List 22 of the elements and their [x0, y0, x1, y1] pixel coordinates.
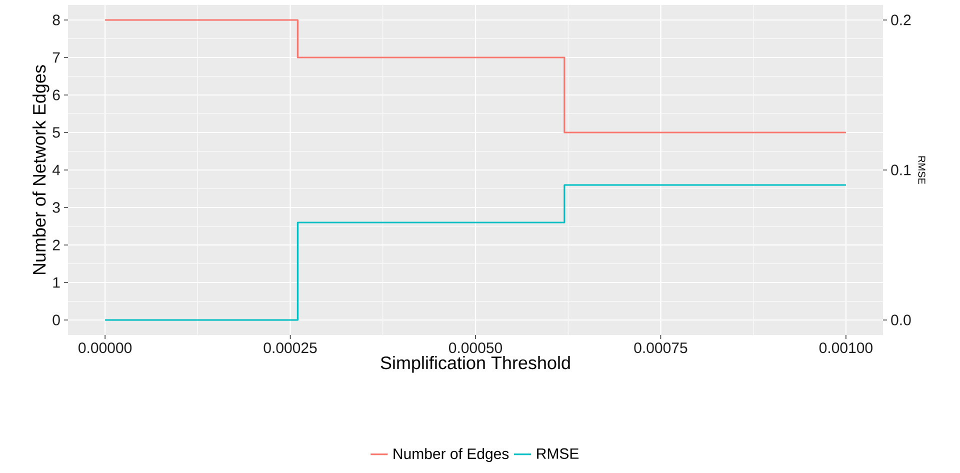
- y-tick-label: 0: [52, 314, 60, 326]
- x-axis-title: Simplification Threshold: [380, 356, 570, 373]
- y-axis-title: Number of Network Edges: [32, 65, 50, 274]
- x-tick-label: 0.00025: [264, 342, 317, 354]
- y2-axis-title: RMSE: [918, 156, 926, 184]
- y-tick-label: 4: [52, 164, 60, 176]
- x-tick-label: 0.00000: [78, 342, 132, 354]
- y2-tick-label: 0.1: [891, 164, 911, 176]
- legend-label: Number of Edges: [394, 448, 509, 462]
- y-tick-label: 2: [52, 240, 60, 250]
- legend-label: RMSE: [537, 448, 579, 459]
- x-tick-label: 0.00050: [448, 342, 502, 354]
- y-tick-label: 1: [53, 277, 60, 288]
- y-tick-label: 8: [52, 14, 60, 26]
- y-tick-label: 7: [52, 52, 60, 63]
- y2-tick-label: 0.0: [891, 314, 911, 326]
- y2-tick-label: 0.2: [891, 14, 911, 26]
- x-tick-label: 0.00100: [819, 342, 872, 354]
- y-tick-label: 3: [52, 202, 60, 213]
- y-tick-label: 5: [52, 127, 60, 138]
- x-tick-label: 0.00075: [634, 342, 688, 354]
- y-tick-label: 6: [52, 90, 60, 100]
